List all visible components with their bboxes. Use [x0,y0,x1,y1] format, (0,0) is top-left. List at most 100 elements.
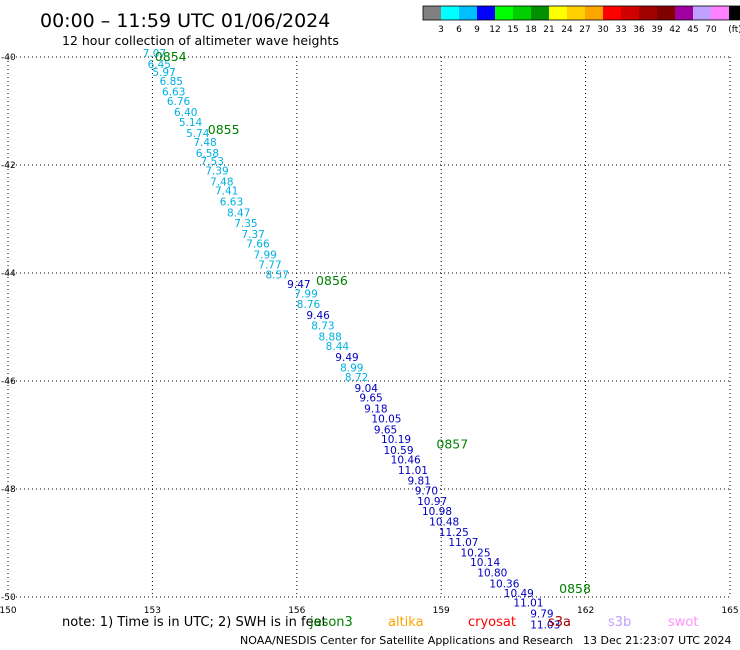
wave-height-label: 11.01 [513,598,543,610]
chart-title: 00:00 – 11:59 UTC 01/06/2024 [40,10,330,32]
chart-subtitle: 12 hour collection of altimeter wave hei… [62,33,339,48]
legend-swatch [459,6,477,20]
wave-height-label: 7.66 [246,239,270,251]
wave-height-label: 9.04 [355,383,379,395]
y-tick-label: -44 [1,269,16,279]
legend-label: 33 [615,25,626,35]
wave-height-label: 9.18 [364,403,387,415]
wave-height-label: 8.88 [318,332,341,344]
x-tick-label: 159 [433,606,450,616]
legend-label: 30 [597,25,609,35]
satellite-legend-item: swot [668,615,698,630]
legend-swatch [693,6,711,20]
wave-height-label: 10.14 [470,557,500,569]
legend-swatch [423,6,441,20]
satellite-legend-item: s3b [608,615,631,630]
legend-swatch [621,6,639,20]
time-label: 0857 [436,437,468,452]
wave-height-label: 7.35 [234,218,257,230]
wave-height-label: 7.41 [215,186,238,198]
y-tick-label: -50 [1,593,16,603]
wave-height-label: 6.76 [167,96,191,108]
legend-swatch [531,6,549,20]
wave-height-label: 7.07 [143,48,166,60]
wave-height-label: 7.99 [294,288,317,300]
satellite-legend-item: jason3 [309,615,353,630]
wave-height-label: 9.70 [415,485,438,497]
legend-label: 42 [669,25,680,35]
wave-height-label: 9.49 [335,352,358,364]
wave-height-label: 6.63 [220,197,243,209]
legend-label: 36 [633,25,645,35]
legend-label: 15 [507,25,518,35]
legend-label: 70 [705,25,717,35]
wave-height-label: 6.63 [162,86,185,98]
x-tick-label: 153 [144,606,161,616]
wave-height-label: 5.97 [152,67,175,79]
wave-height-label: 9.47 [287,279,310,291]
legend-swatch [477,6,495,20]
wave-height-label: 8.76 [297,299,321,311]
wave-height-label: 10.25 [460,548,490,560]
wave-height-label: 7.39 [205,166,228,178]
wave-height-label: 10.05 [371,414,401,426]
wave-height-label: 9.65 [374,424,397,436]
x-tick-label: 165 [721,606,738,616]
wave-height-label: 9.81 [408,476,431,488]
satellite-legend: jason3 altika cryosat s3a s3b swot [309,615,698,630]
legend-label: 9 [474,25,480,35]
wave-height-label: 5.74 [186,128,210,140]
legend-label: 45 [687,25,698,35]
wave-height-label: 10.98 [422,506,452,518]
wave-height-label: 10.36 [489,578,519,590]
footer-timestamp: 13 Dec 21:23:07 UTC 2024 [583,634,731,647]
wave-height-label: 11.25 [439,527,469,539]
wave-height-label: 7.48 [210,177,233,189]
wave-height-label: 8.47 [227,207,250,219]
time-label: 0858 [559,581,591,596]
legend-swatch [639,6,657,20]
legend-label: 24 [561,25,573,35]
legend-swatch [441,6,459,20]
plot-area: 150 153 156 159 162 165 -40 -42 -44 -46 -48 -50 7.07… [0,48,739,631]
legend-swatch [729,6,740,20]
y-tick-label: -42 [1,161,16,171]
wave-height-label: 10.80 [477,567,507,579]
satellite-legend-item: altika [388,615,424,630]
wave-height-label: 6.45 [148,59,171,71]
wave-height-label: 10.48 [429,517,459,529]
wave-height-label: 10.46 [391,455,421,467]
wave-height-label: 8.99 [340,362,363,374]
wave-height-label: 7.99 [253,249,276,261]
x-tick-label: 156 [288,606,305,616]
wave-height-label: 8.73 [311,321,334,333]
time-label: 0854 [155,49,187,64]
time-label: 0856 [316,273,348,288]
wave-height-label: 9.46 [306,310,330,322]
wave-height-label: 7.48 [193,137,216,149]
wave-height-label: 7.53 [201,156,224,168]
footer-note: note: 1) Time is in UTC; 2) SWH is in fe… [62,615,327,630]
footer-credit: NOAA/NESDIS Center for Satellite Applica… [240,634,573,647]
legend-unit: (ft) [728,25,740,35]
legend-label: 12 [489,25,500,35]
legend-swatch [711,6,729,20]
time-label: 0855 [208,122,240,137]
x-tick-label: 150 [0,606,17,616]
legend-label: 6 [456,25,462,35]
y-tick-label: -40 [1,53,16,63]
wave-height-label: 6.40 [174,107,197,119]
wave-height-label: 10.49 [504,588,534,600]
legend-swatch [549,6,567,20]
wave-height-label: 9.79 [530,609,553,621]
legend-label: 3 [438,25,444,35]
wave-height-label: 10.59 [383,445,413,457]
wave-height-label: 11.07 [448,537,478,549]
legend-swatch [567,6,585,20]
legend-label: 21 [543,25,554,35]
wave-height-label: 7.37 [241,229,264,241]
wave-height-label: 8.72 [345,372,368,384]
wave-height-label: 10.19 [381,434,411,446]
legend-swatch [585,6,603,20]
